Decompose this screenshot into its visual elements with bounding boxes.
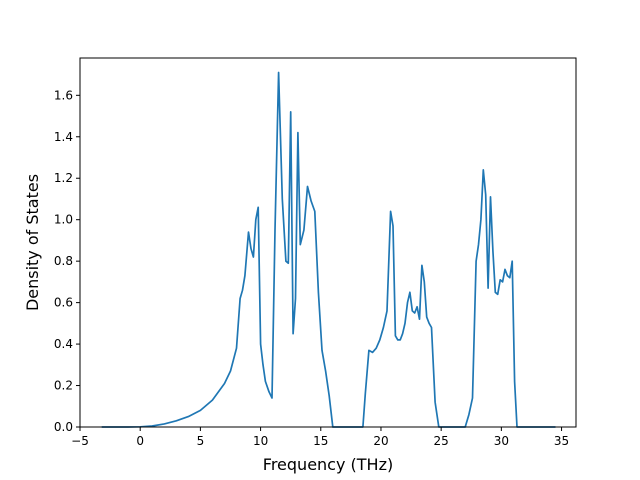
x-tick-label: 35 bbox=[554, 434, 569, 448]
y-tick-label: 0.2 bbox=[54, 379, 73, 393]
y-tick-label: 0.4 bbox=[54, 337, 73, 351]
y-tick-label: 1.0 bbox=[54, 213, 73, 227]
x-tick-label: 0 bbox=[136, 434, 144, 448]
x-tick-label: 20 bbox=[373, 434, 388, 448]
x-axis: −5 0 5 10 15 20 25 30 35 bbox=[71, 427, 569, 448]
y-tick-label: 1.6 bbox=[54, 88, 73, 102]
y-tick-label: 0.8 bbox=[54, 254, 73, 268]
x-tick-label: 15 bbox=[313, 434, 328, 448]
y-tick-label: 1.2 bbox=[54, 171, 73, 185]
x-tick-label: 25 bbox=[434, 434, 449, 448]
y-tick-label: 0.6 bbox=[54, 296, 73, 310]
y-axis-label: Density of States bbox=[23, 174, 42, 311]
axes-frame bbox=[79, 57, 577, 428]
x-tick-label: 10 bbox=[253, 434, 268, 448]
y-tick-label: 1.4 bbox=[54, 130, 73, 144]
x-tick-label: −5 bbox=[71, 434, 89, 448]
x-tick-label: 30 bbox=[494, 434, 509, 448]
y-axis: 0.0 0.2 0.4 0.6 0.8 1.0 1.2 1.4 1.6 bbox=[54, 88, 80, 434]
plot-area bbox=[101, 71, 556, 428]
x-axis-label: Frequency (THz) bbox=[263, 455, 393, 474]
x-tick-label: 5 bbox=[197, 434, 205, 448]
y-tick-label: 0.0 bbox=[54, 420, 73, 434]
dos-series-line bbox=[101, 71, 556, 428]
